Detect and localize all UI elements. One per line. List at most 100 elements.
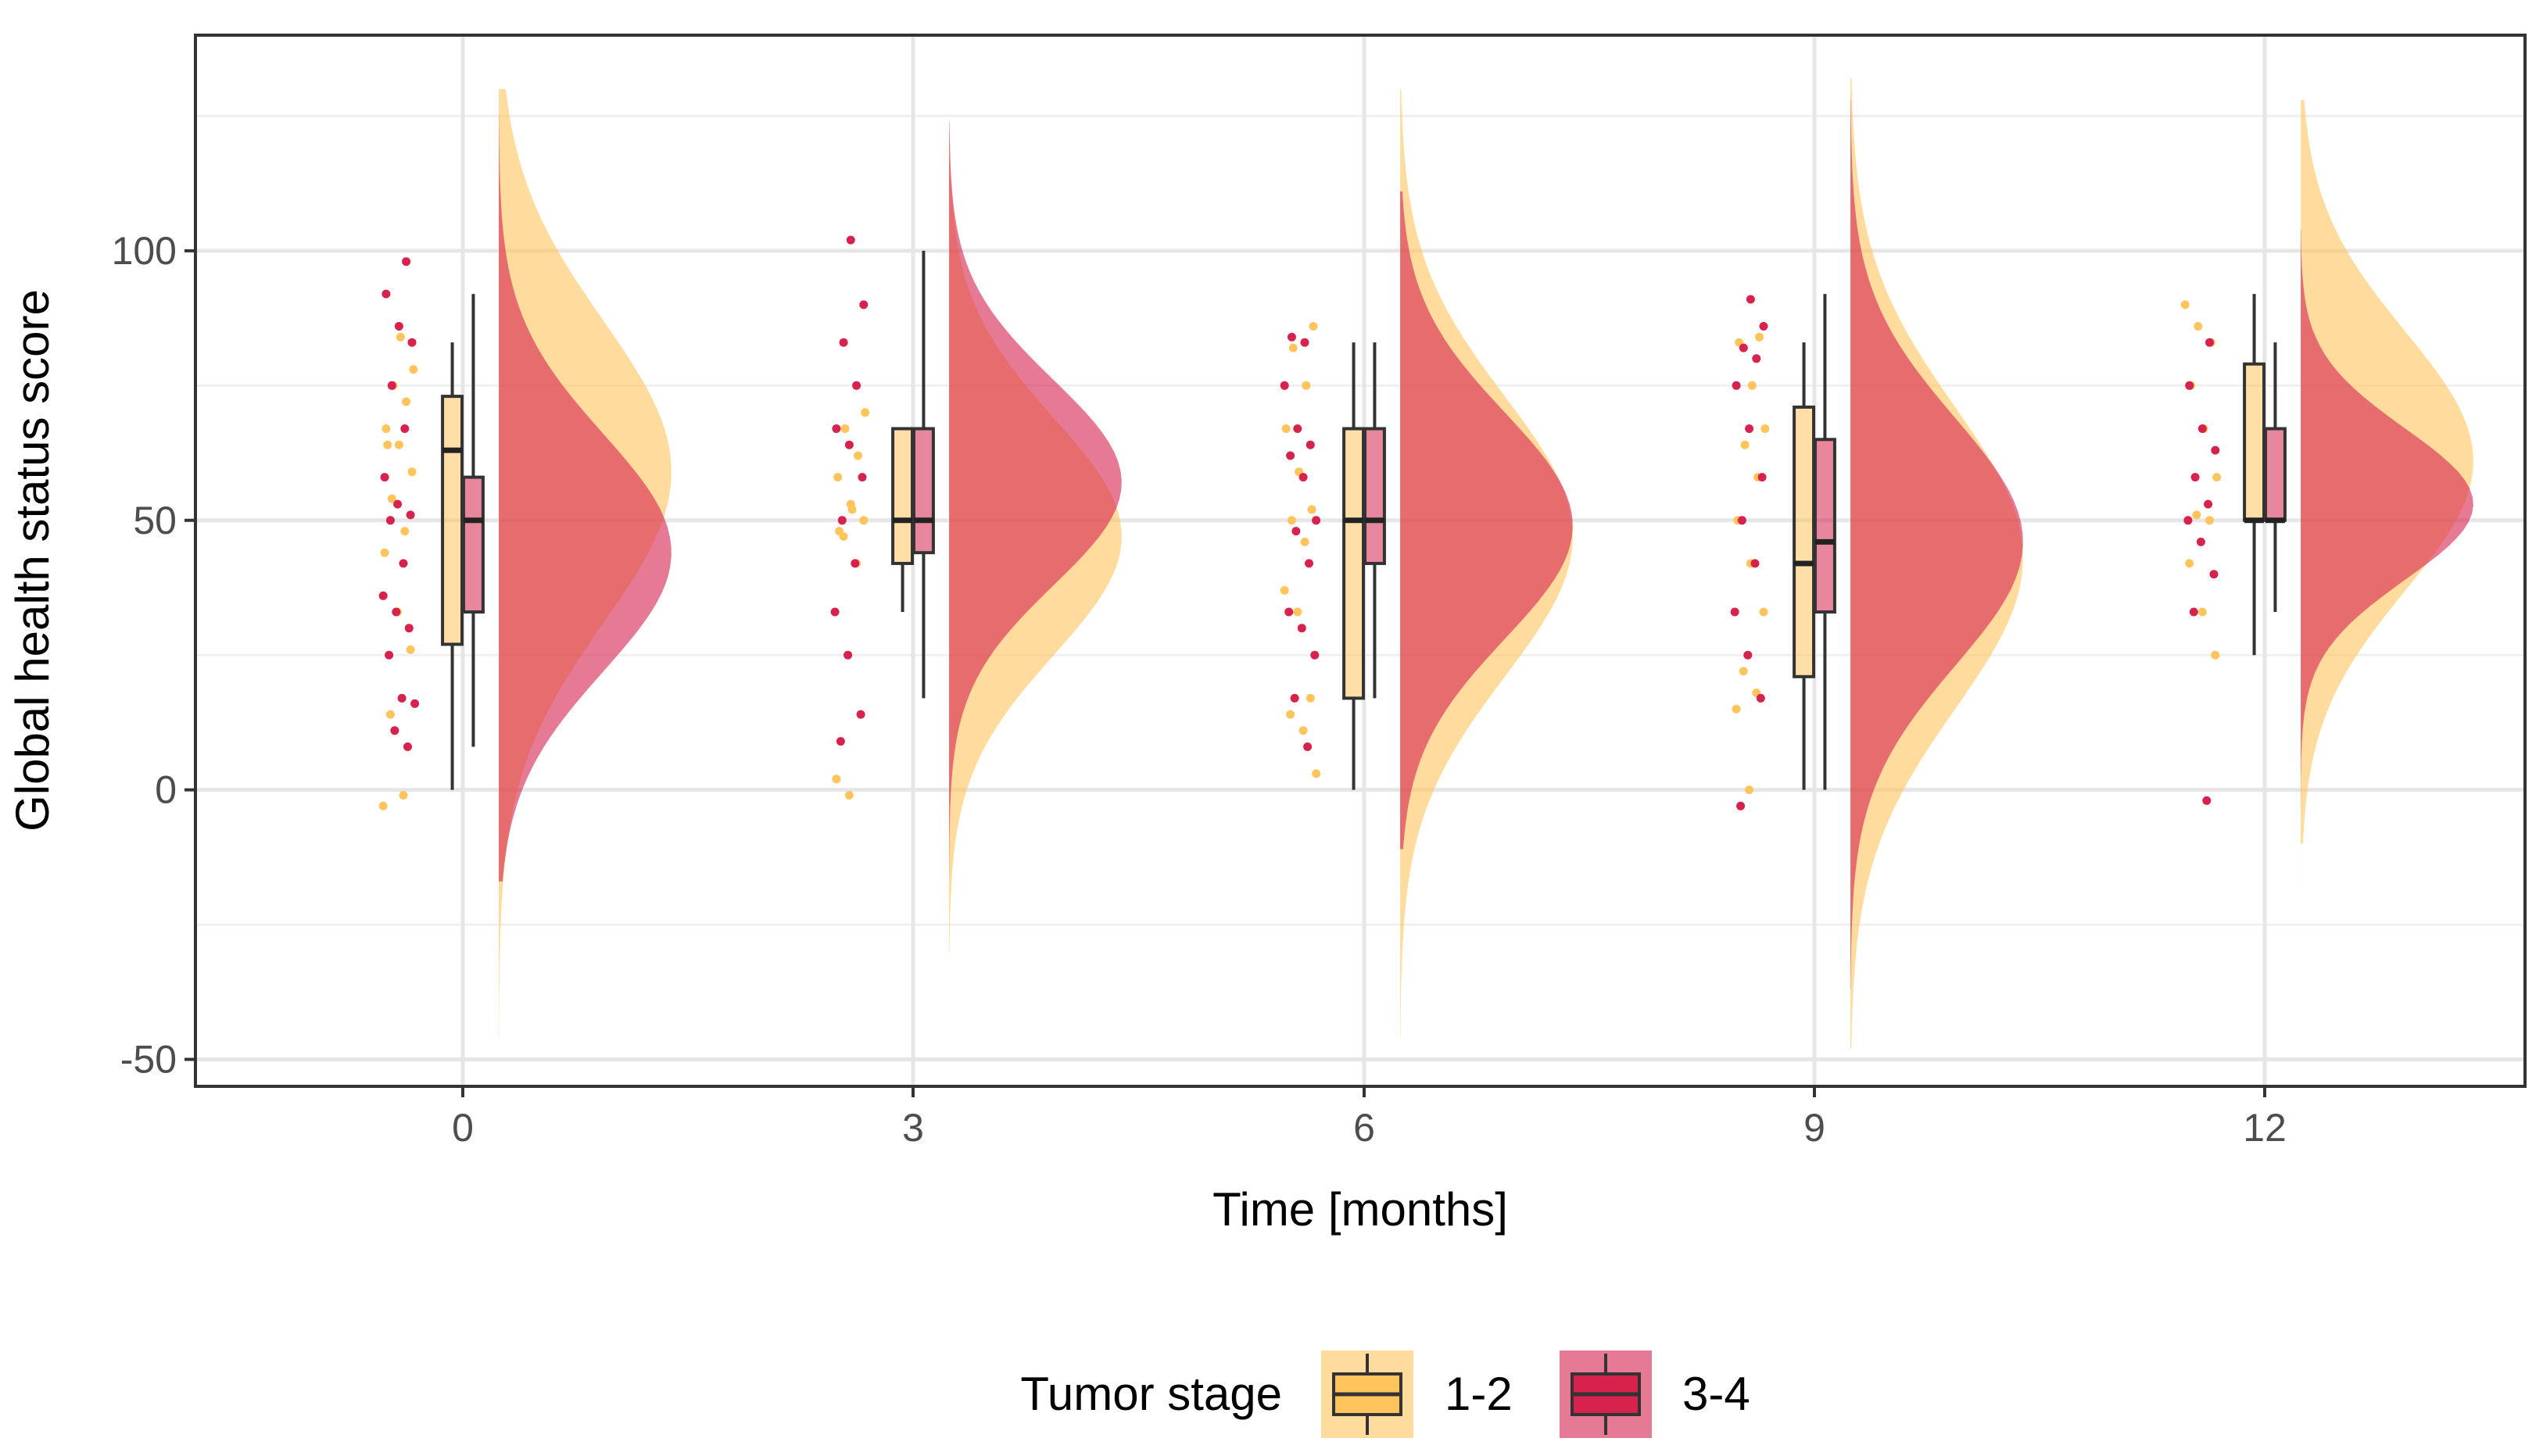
box-iqr: [891, 427, 915, 565]
point-3-4-t3: [859, 300, 869, 309]
point-3-4-t9: [1745, 424, 1754, 433]
point-3-4-t0: [403, 742, 412, 751]
legend: Tumor stage 1-2 3-4: [1020, 1350, 1750, 1438]
density-3-4-t3: [949, 121, 1122, 876]
point-3-4-t6: [1306, 440, 1315, 449]
point-3-4-t3: [858, 473, 867, 482]
point-3-4-t0: [392, 607, 401, 617]
legend-label-1-2: 1-2: [1445, 1368, 1513, 1420]
boxplot-1-2-t0: [441, 342, 464, 790]
point-3-4-t3: [832, 424, 841, 433]
point-3-4-t9: [1739, 343, 1748, 352]
y-tick-label: 50: [133, 499, 177, 542]
point-1-2-t0: [381, 424, 391, 433]
point-1-2-t12: [2211, 650, 2220, 660]
point-3-4-t3: [844, 440, 854, 449]
box-iqr: [912, 427, 935, 555]
point-3-4-t9: [1736, 801, 1746, 810]
y-tick-label: 100: [112, 229, 177, 273]
point-3-4-t12: [2189, 607, 2198, 617]
point-3-4-t0: [399, 559, 408, 568]
point-3-4-t0: [378, 591, 388, 600]
boxplot-3-4-t12: [2263, 342, 2287, 613]
point-1-2-t0: [402, 397, 411, 406]
point-1-2-t0: [406, 645, 415, 654]
point-3-4-t0: [390, 726, 399, 735]
point-1-2-t9: [1739, 667, 1748, 676]
boxplot-1-2-t9: [1793, 342, 1816, 790]
point-1-2-t3: [844, 791, 854, 800]
point-1-2-t6: [1281, 424, 1291, 433]
point-1-2-t6: [1307, 505, 1316, 514]
boxplot-3-4-t6: [1363, 342, 1386, 699]
point-1-2-t12: [2180, 300, 2190, 309]
y-tick-label: 0: [155, 768, 177, 812]
point-3-4-t6: [1298, 473, 1308, 482]
point-3-4-t3: [839, 338, 848, 347]
point-3-4-t9: [1743, 650, 1753, 660]
boxplot-3-4-t0: [461, 294, 485, 747]
point-3-4-t0: [400, 424, 410, 433]
legend-key-3-4: [1560, 1350, 1652, 1438]
point-1-2-t3: [859, 516, 869, 525]
point-1-2-t9: [1747, 381, 1757, 390]
box-iqr: [2263, 427, 2287, 522]
x-tick-label: 6: [1353, 1106, 1375, 1150]
density-3-4-t9: [1850, 99, 2023, 989]
point-1-2-t9: [1755, 332, 1764, 342]
boxplot-1-2-t3: [891, 427, 915, 613]
point-1-2-t3: [861, 408, 870, 417]
point-3-4-t0: [380, 473, 389, 482]
x-tick-label: 3: [902, 1106, 924, 1150]
point-3-4-t9: [1750, 559, 1760, 568]
point-1-2-t6: [1287, 516, 1296, 525]
point-1-2-t9: [1760, 424, 1770, 433]
boxplot-3-4-t9: [1813, 294, 1836, 790]
point-3-4-t9: [1756, 693, 1765, 703]
point-3-4-t6: [1305, 559, 1313, 568]
point-3-4-t9: [1757, 473, 1767, 482]
point-1-2-t0: [399, 791, 408, 800]
point-3-4-t3: [852, 381, 861, 390]
point-3-4-t3: [846, 235, 855, 245]
point-3-4-t9: [1746, 295, 1755, 304]
point-1-2-t0: [385, 710, 395, 719]
point-3-4-t6: [1293, 424, 1302, 433]
point-3-4-t3: [851, 559, 860, 568]
point-3-4-t12: [2183, 516, 2193, 525]
point-1-2-t12: [2205, 516, 2214, 525]
boxplot-1-2-t6: [1342, 342, 1366, 790]
point-1-2-t9: [1759, 607, 1768, 617]
point-3-4-t9: [1759, 322, 1768, 331]
point-3-4-t12: [2205, 338, 2214, 347]
point-1-2-t3: [854, 451, 862, 460]
point-1-2-t12: [2197, 607, 2207, 617]
raw-points: [378, 235, 2222, 810]
point-3-4-t12: [2211, 445, 2220, 455]
boxplots: [441, 250, 2287, 790]
point-3-4-t0: [407, 338, 417, 347]
box-iqr: [461, 475, 485, 614]
point-1-2-t9: [1732, 704, 1741, 714]
point-1-2-t0: [383, 440, 392, 449]
point-3-4-t9: [1737, 516, 1746, 525]
point-3-4-t6: [1300, 338, 1309, 347]
box-iqr: [2243, 362, 2266, 522]
point-1-2-t12: [2194, 322, 2203, 331]
point-1-2-t6: [1293, 607, 1302, 617]
point-1-2-t0: [394, 440, 403, 449]
point-1-2-t12: [2185, 559, 2194, 568]
point-1-2-t3: [840, 424, 850, 433]
point-3-4-t9: [1752, 354, 1761, 363]
point-1-2-t12: [2192, 510, 2201, 520]
point-3-4-t6: [1287, 332, 1296, 342]
box-iqr: [1342, 427, 1366, 700]
point-3-4-t9: [1730, 607, 1739, 617]
point-3-4-t6: [1291, 527, 1301, 536]
point-3-4-t0: [402, 257, 411, 267]
point-1-2-t0: [378, 801, 388, 810]
point-3-4-t0: [410, 699, 420, 708]
point-3-4-t12: [2209, 570, 2219, 579]
